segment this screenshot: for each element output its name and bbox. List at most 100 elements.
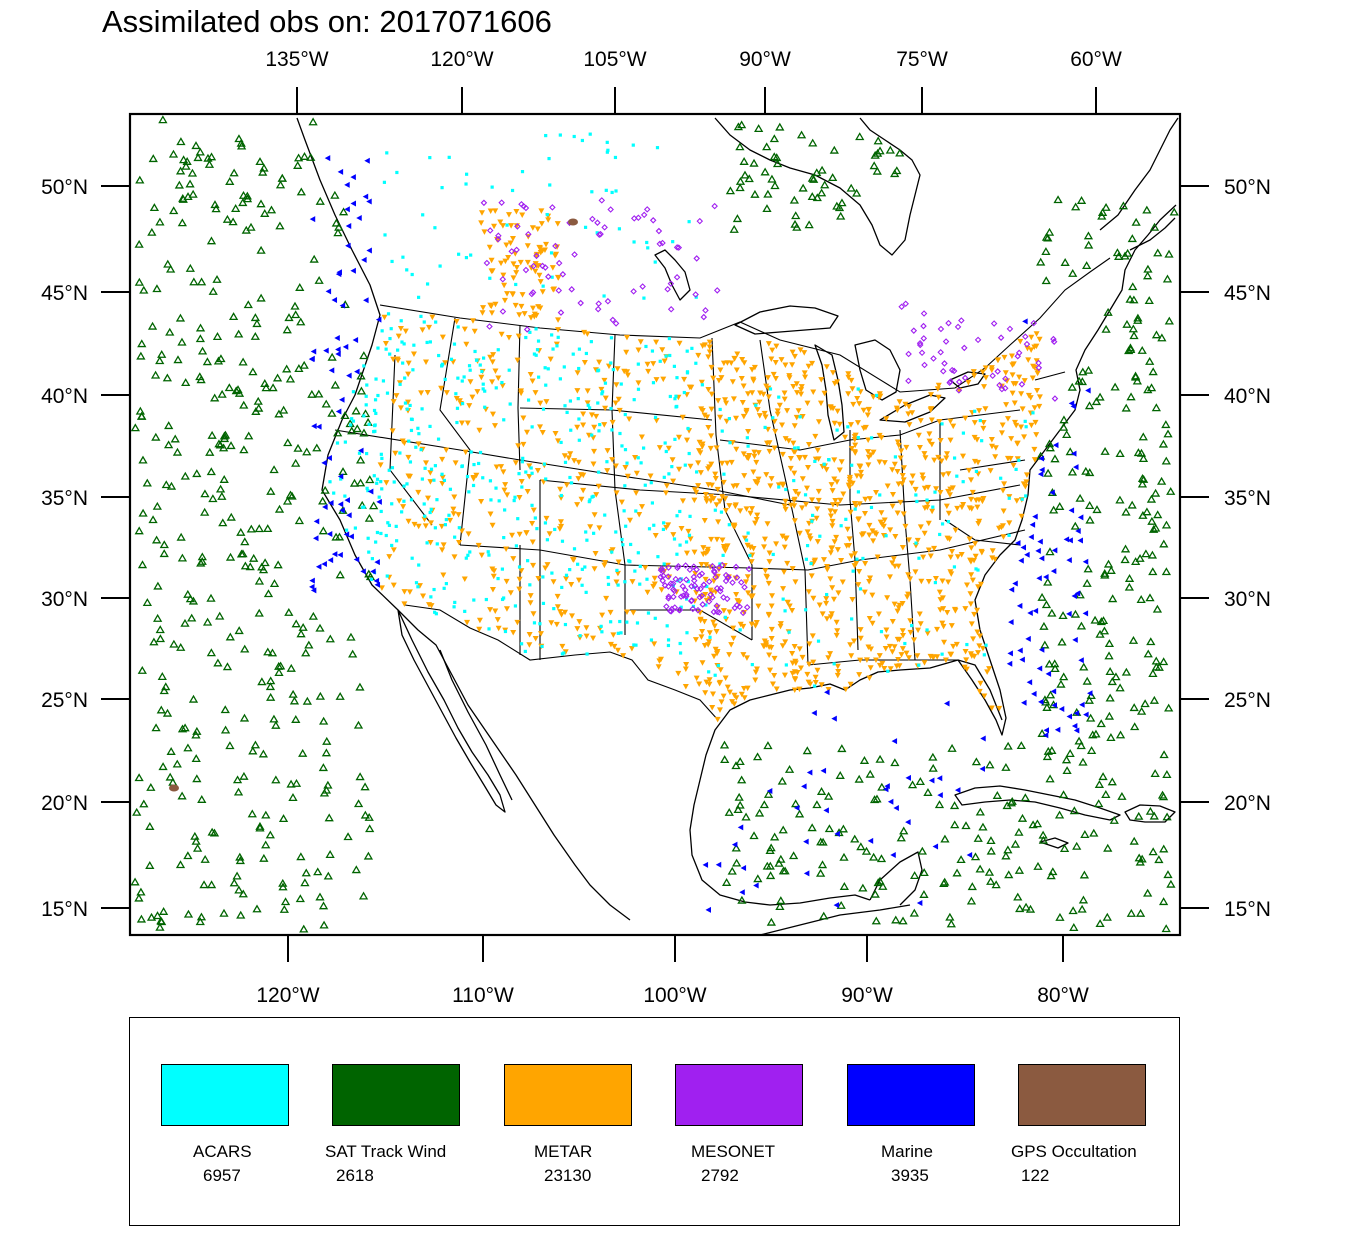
- obs-symbol: [504, 291, 511, 297]
- obs-symbol: [813, 515, 820, 522]
- obs-symbol: [538, 221, 545, 227]
- obs-symbol: [555, 344, 559, 348]
- obs-symbol: [1018, 557, 1024, 564]
- obs-symbol: [971, 611, 978, 618]
- obs-symbol: [520, 460, 524, 464]
- obs-symbol: [464, 420, 471, 426]
- obs-symbol: [912, 486, 919, 493]
- obs-symbol: [893, 663, 900, 670]
- obs-symbol: [435, 498, 439, 502]
- obs-symbol: [1016, 602, 1023, 609]
- obs-symbol: [560, 585, 564, 590]
- obs-symbol: [897, 455, 904, 462]
- obs-symbol: [344, 206, 350, 213]
- obs-symbol: [489, 498, 493, 502]
- obs-symbol: [682, 576, 690, 583]
- obs-symbol: [546, 367, 550, 371]
- obs-symbol: [577, 347, 582, 351]
- obs-symbol: [258, 167, 268, 176]
- obs-symbol: [939, 367, 947, 375]
- obs-symbol: [890, 851, 896, 858]
- obs-symbol: [206, 593, 216, 602]
- obs-symbol: [191, 754, 201, 763]
- obs-symbol: [294, 516, 305, 525]
- obs-symbol: [534, 353, 538, 357]
- obs-symbol: [545, 273, 552, 280]
- obs-symbol: [1047, 746, 1057, 754]
- obs-symbol: [798, 415, 802, 419]
- obs-symbol: [921, 530, 928, 537]
- obs-symbol: [905, 819, 911, 826]
- obs-symbol: [331, 296, 338, 303]
- obs-symbol: [788, 502, 795, 509]
- obs-symbol: [825, 687, 832, 693]
- obs-symbol: [501, 487, 508, 494]
- obs-symbol: [551, 286, 558, 292]
- obs-symbol: [1075, 527, 1081, 534]
- obs-symbol: [937, 325, 945, 333]
- obs-symbol: [196, 375, 206, 384]
- obs-symbol: [197, 795, 207, 803]
- obs-symbol: [825, 592, 829, 597]
- obs-symbol: [1146, 494, 1157, 503]
- obs-symbol: [550, 571, 554, 575]
- obs-symbol: [1047, 608, 1057, 617]
- obs-symbol: [514, 223, 521, 230]
- obs-symbol: [1052, 442, 1059, 449]
- obs-symbol: [584, 530, 588, 534]
- obs-symbol: [922, 455, 929, 461]
- obs-symbol: [664, 573, 672, 580]
- obs-symbol: [722, 397, 729, 403]
- obs-symbol: [206, 880, 217, 889]
- obs-symbol: [678, 641, 682, 646]
- obs-symbol: [1100, 446, 1110, 455]
- obs-symbol: [518, 479, 525, 485]
- obs-symbol: [824, 824, 835, 833]
- obs-symbol: [310, 587, 317, 594]
- obs-symbol: [656, 445, 663, 451]
- obs-symbol: [239, 713, 250, 722]
- obs-symbol: [1049, 505, 1059, 514]
- obs-symbol: [683, 661, 690, 668]
- obs-symbol: [209, 828, 220, 837]
- obs-symbol: [936, 775, 943, 782]
- obs-symbol: [782, 498, 789, 505]
- obs-symbol: [971, 653, 978, 660]
- obs-symbol: [208, 286, 218, 295]
- obs-symbol: [899, 544, 906, 551]
- obs-symbol: [978, 822, 988, 831]
- obs-symbol: [627, 517, 634, 524]
- obs-symbol: [737, 895, 747, 904]
- obs-symbol: [1045, 547, 1055, 556]
- obs-symbol: [716, 663, 720, 668]
- obs-symbol: [717, 587, 724, 595]
- obs-symbol: [752, 752, 763, 761]
- obs-symbol: [454, 392, 458, 396]
- obs-symbol: [359, 428, 369, 437]
- obs-symbol: [809, 360, 816, 367]
- obs-symbol: [175, 860, 186, 869]
- obs-symbol: [887, 798, 894, 805]
- obs-symbol: [778, 825, 788, 834]
- obs-symbol: [775, 902, 785, 911]
- obs-symbol: [188, 189, 198, 198]
- obs-symbol: [708, 482, 715, 489]
- obs-symbol: [1041, 276, 1051, 285]
- obs-symbol: [857, 657, 864, 664]
- obs-symbol: [467, 364, 472, 368]
- obs-symbol: [739, 400, 746, 406]
- obs-symbol: [632, 455, 639, 461]
- obs-symbol: [478, 210, 485, 216]
- obs-symbol: [606, 148, 610, 152]
- obs-symbol: [1017, 647, 1023, 654]
- obs-symbol: [848, 653, 855, 659]
- obs-symbol: [410, 556, 414, 560]
- obs-symbol: [1111, 672, 1121, 681]
- obs-symbol: [1016, 741, 1026, 750]
- obs-symbol: [921, 451, 928, 457]
- obs-symbol: [528, 315, 535, 321]
- obs-symbol: [883, 416, 890, 422]
- coastline-newfoundland: [1099, 117, 1179, 231]
- obs-symbol: [1045, 443, 1055, 452]
- obs-symbol: [399, 319, 403, 323]
